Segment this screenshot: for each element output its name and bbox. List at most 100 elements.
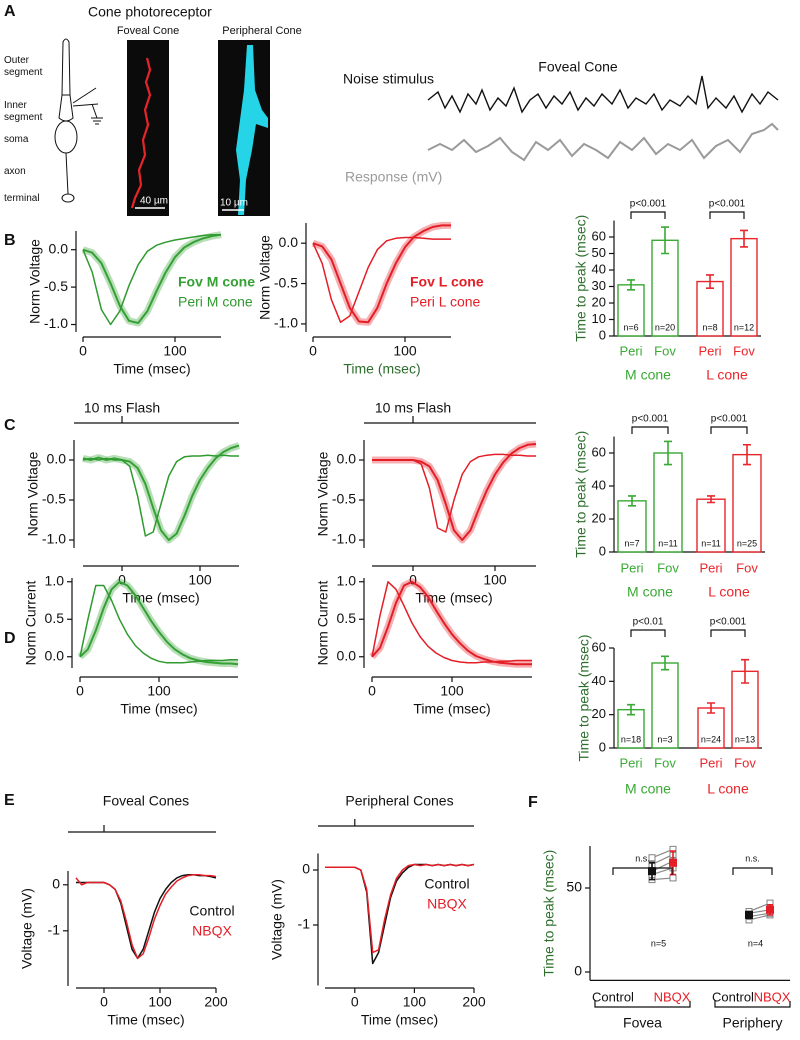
y-axis-label: Norm Voltage <box>315 451 331 536</box>
category-label: Control <box>712 989 754 1004</box>
n-label: n=25 <box>737 538 757 548</box>
y-tick-label: 1.0 <box>337 572 357 588</box>
trace <box>372 453 536 533</box>
significance-bracket <box>631 426 669 434</box>
x-tick-label: 100 <box>440 683 464 699</box>
category-label: Fov <box>657 560 679 575</box>
x-tick-label: 0 <box>409 572 417 588</box>
error-bar <box>707 702 715 714</box>
group-label: M cone <box>625 367 671 383</box>
y-axis-label: Time to peak (msec) <box>573 431 589 558</box>
x-tick-label: 0 <box>351 994 359 1010</box>
y-axis-label: Time to peak (msec) <box>576 634 592 761</box>
bar <box>696 280 724 337</box>
bar <box>730 237 758 337</box>
error-bar <box>707 495 715 504</box>
chart-title: Peripheral Cones <box>345 793 453 809</box>
x-axis-label: Time (msec) <box>361 1012 438 1028</box>
group-label: M cone <box>627 584 673 600</box>
legend-entry: Fov L cone <box>410 274 484 290</box>
y-tick-label: -1.0 <box>44 315 68 331</box>
x-axis-label: Time (msec) <box>107 1012 184 1028</box>
y-tick-label: 1.0 <box>45 572 65 588</box>
y-tick-label: 0.0 <box>49 240 69 256</box>
n-label: n=20 <box>655 322 675 332</box>
n-label: n=5 <box>651 938 666 948</box>
n-label: n=12 <box>734 322 754 332</box>
y-tick-label: -1.0 <box>274 315 298 331</box>
y-tick-label: 20 <box>592 510 606 525</box>
trace <box>371 580 532 666</box>
x-tick-label: 0 <box>79 343 87 359</box>
trace <box>312 224 451 324</box>
axon <box>65 152 69 195</box>
x-axis-label: Time (msec) <box>415 590 492 606</box>
category-label: Peri <box>620 560 643 575</box>
y-tick-label: 40 <box>592 673 606 688</box>
n-label: n=8 <box>702 322 717 332</box>
category-label: Fov <box>654 755 676 770</box>
significance-bracket <box>630 629 666 637</box>
significance-bracket <box>630 211 666 219</box>
control-point <box>648 854 656 862</box>
y-axis-label: Norm Current <box>315 580 331 665</box>
y-tick-label: 0 <box>52 876 60 892</box>
category-label: Peri <box>619 343 642 358</box>
error-bar <box>740 229 748 248</box>
legend-entry: Peri M cone <box>178 294 253 310</box>
y-tick-label: 40 <box>592 261 606 276</box>
error-bar <box>661 226 669 255</box>
significance-bracket <box>612 867 673 875</box>
terminal <box>61 193 75 203</box>
error-bar <box>664 440 672 466</box>
cone-part-label: Inner segment <box>4 100 43 123</box>
response-label: Response (mV) <box>345 169 442 185</box>
bar <box>696 498 726 553</box>
y-tick-label: 20 <box>592 294 606 309</box>
peripheral-cell <box>236 45 268 215</box>
y-axis-label: Voltage (mV) <box>19 888 35 969</box>
trace <box>82 233 222 324</box>
legend-entry: Peri L cone <box>410 294 481 310</box>
y-axis-label: Time to peak (msec) <box>573 215 589 342</box>
x-tick-label: 100 <box>188 572 212 588</box>
y-tick-label: 10 <box>592 311 606 326</box>
panel-label: F <box>528 794 538 811</box>
y-tick-label: 0.0 <box>279 234 299 250</box>
y-tick-label: 50 <box>592 245 606 260</box>
y-tick-label: 60 <box>592 228 606 243</box>
y-tick-label: 0.0 <box>47 451 67 467</box>
category-label: Control <box>592 989 634 1004</box>
stimulus-label: Noise stimulus <box>343 71 434 87</box>
error-bar <box>661 655 669 671</box>
y-axis-label: Norm Voltage <box>257 235 273 320</box>
stimulus-title: Foveal Cone <box>538 59 618 75</box>
category-label: Fov <box>654 343 676 358</box>
group-label: M cone <box>625 781 671 797</box>
category-label: Fov <box>734 755 756 770</box>
bar <box>651 239 679 337</box>
flash-label: 10 ms Flash <box>84 400 160 416</box>
y-tick-label: 0.0 <box>337 451 357 467</box>
x-tick-label: 100 <box>148 994 172 1010</box>
scale-label: 40 µm <box>140 196 168 207</box>
y-tick-label: 0 <box>599 739 606 754</box>
trace <box>82 454 239 537</box>
inner-segment <box>58 94 74 122</box>
group-label: L cone <box>708 584 750 600</box>
trace <box>79 580 239 666</box>
x-tick-label: 100 <box>403 994 427 1010</box>
group-bracket <box>714 1001 791 1008</box>
category-label: Peri <box>698 343 721 358</box>
x-tick-label: 100 <box>163 343 187 359</box>
group-label: L cone <box>707 781 749 797</box>
x-axis-label: Time (msec) <box>122 590 199 606</box>
noise-trace <box>427 75 779 114</box>
image-title: Peripheral Cone <box>222 25 302 37</box>
nbqx-point <box>669 874 677 882</box>
y-axis-label: Norm Current <box>23 580 39 665</box>
significance-label: p<0.001 <box>711 414 748 425</box>
n-label: n=3 <box>657 734 672 744</box>
y-tick-label: -1.0 <box>42 531 66 547</box>
